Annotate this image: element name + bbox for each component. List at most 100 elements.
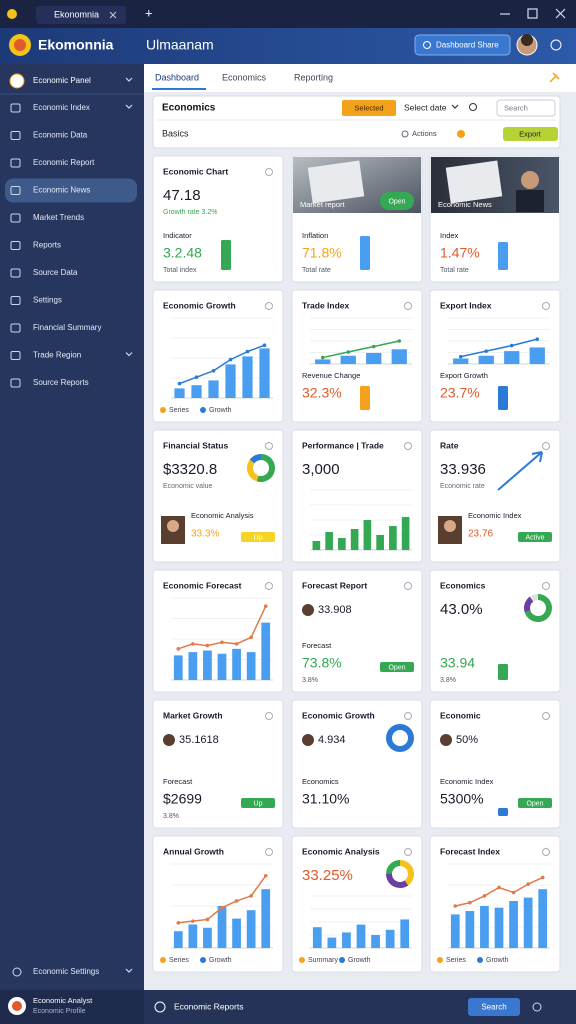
legend-dot xyxy=(160,957,166,963)
tab[interactable] xyxy=(36,6,126,24)
card-info[interactable] xyxy=(542,442,550,450)
sidebar-item[interactable]: Economic News xyxy=(33,186,90,195)
card-info[interactable] xyxy=(265,582,273,590)
card-info[interactable] xyxy=(404,582,412,590)
indicator-bar xyxy=(221,240,231,270)
mini-bar xyxy=(494,907,504,948)
mini-bar xyxy=(538,889,548,948)
page-tab[interactable]: Dashboard xyxy=(155,72,199,82)
export-label: Export xyxy=(519,129,542,138)
mini-point xyxy=(320,355,325,360)
card-info[interactable] xyxy=(404,712,412,720)
close[interactable] xyxy=(555,8,566,19)
card-info[interactable] xyxy=(404,442,412,450)
mini-point xyxy=(194,375,199,380)
card-note: 3.8% xyxy=(440,677,456,684)
card-title: Economic Analysis xyxy=(302,846,380,856)
indicator-bar xyxy=(498,808,508,816)
card xyxy=(291,289,423,423)
chip[interactable] xyxy=(241,532,275,542)
card-value-secondary: 23.76 xyxy=(468,529,493,540)
card-info[interactable] xyxy=(542,712,550,720)
sidebar-item[interactable]: Source Reports xyxy=(33,378,89,387)
footer-settings[interactable] xyxy=(532,1002,542,1012)
legend-label: Growth xyxy=(486,957,509,964)
card xyxy=(429,699,561,829)
card-value-secondary: 33.3% xyxy=(191,529,219,540)
sidebar-footer[interactable]: Economic Settings xyxy=(33,967,99,976)
card-info[interactable] xyxy=(265,302,273,310)
mini-bar xyxy=(242,356,253,398)
sidebar-item[interactable]: Economic Report xyxy=(33,158,95,167)
select-button[interactable] xyxy=(342,100,396,116)
mini-point xyxy=(453,904,458,908)
mini-point xyxy=(228,357,233,362)
card-info[interactable] xyxy=(265,712,273,720)
footer-button-label: Search xyxy=(481,1003,506,1012)
mini-bar xyxy=(232,918,241,948)
legend-label: Series xyxy=(169,957,189,964)
maximize[interactable] xyxy=(527,8,538,19)
card-title: Trade Index xyxy=(302,300,350,310)
mini-point xyxy=(176,647,181,651)
footer-text: Economic Reports xyxy=(174,1001,243,1011)
share-button[interactable] xyxy=(414,34,511,56)
card-value: 35.1618 xyxy=(179,734,219,746)
sidebar-item[interactable]: Market Trends xyxy=(33,213,84,222)
action-icon xyxy=(401,130,409,138)
new-tab[interactable]: + xyxy=(145,5,153,20)
mini-bar xyxy=(350,529,359,550)
sidebar-item[interactable]: Settings xyxy=(33,296,62,305)
pin-icon[interactable] xyxy=(549,72,560,83)
card-title: Rate xyxy=(440,440,459,450)
sidebar xyxy=(0,64,144,1024)
search-box[interactable] xyxy=(496,99,556,117)
mini-bar xyxy=(188,652,198,680)
page-tab[interactable]: Economics xyxy=(222,72,267,82)
footer-button[interactable] xyxy=(468,998,520,1016)
donut-segment xyxy=(247,459,259,482)
card-label: Indicator xyxy=(163,231,192,240)
mini-bar xyxy=(376,535,384,550)
chip[interactable] xyxy=(380,662,414,672)
card-title: Performance | Trade xyxy=(302,440,384,450)
card-info[interactable] xyxy=(265,848,273,856)
card-value-secondary: 71.8% xyxy=(302,245,342,261)
chevron xyxy=(125,104,133,109)
sidebar-icon xyxy=(10,351,21,360)
chip[interactable] xyxy=(241,798,275,808)
card-info[interactable] xyxy=(542,582,550,590)
sidebar-icon xyxy=(10,378,21,388)
sidebar-item[interactable]: Reports xyxy=(33,241,61,250)
chevron xyxy=(125,968,133,973)
page-title: Ulmaanam xyxy=(146,37,214,53)
sidebar-item[interactable]: Economic Data xyxy=(33,131,88,140)
date-select[interactable]: Select date xyxy=(404,102,447,112)
card-info[interactable] xyxy=(542,848,550,856)
sidebar-item[interactable]: Financial Summary xyxy=(33,323,101,332)
card-info[interactable] xyxy=(265,168,273,176)
export-button[interactable] xyxy=(503,127,558,141)
sidebar-item[interactable]: Trade Region xyxy=(33,351,81,360)
card-info[interactable] xyxy=(542,302,550,310)
chip[interactable] xyxy=(380,192,414,210)
legend-dot xyxy=(160,407,166,413)
action-label[interactable]: Actions xyxy=(412,129,437,138)
card-value: 33.936 xyxy=(440,461,486,478)
mini-bar xyxy=(217,653,227,680)
mini-point xyxy=(397,339,402,343)
chip-label: Active xyxy=(525,534,544,541)
toolbar-title: Economics xyxy=(162,103,216,114)
sidebar-item[interactable]: Economic Index xyxy=(33,103,90,112)
chip[interactable] xyxy=(518,532,552,542)
menu-icon[interactable] xyxy=(550,39,562,51)
card-info[interactable] xyxy=(265,442,273,450)
photo-suit xyxy=(516,190,544,212)
card-info[interactable] xyxy=(404,302,412,310)
card-info[interactable] xyxy=(404,848,412,856)
chevron xyxy=(125,352,133,357)
page-tab[interactable]: Reporting xyxy=(294,72,333,82)
chip[interactable] xyxy=(518,798,552,808)
sidebar-item[interactable]: Source Data xyxy=(33,268,78,277)
